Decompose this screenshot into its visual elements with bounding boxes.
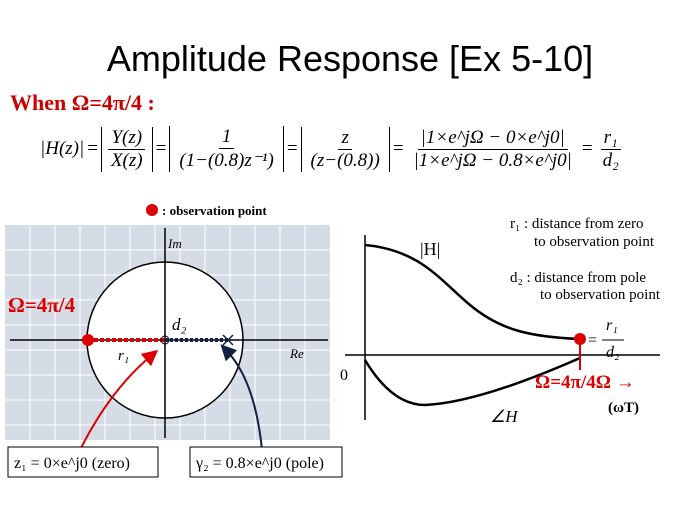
fraction: z (z−(0.8)): [308, 127, 383, 172]
d-note: d₂ : distance from pole: [510, 270, 646, 286]
fraction: 1 (1−(0.8)z⁻¹): [176, 126, 277, 172]
fraction: r₁ d₂: [600, 127, 622, 172]
numerator: z: [338, 127, 352, 150]
equation-lhs: |H(z)|: [40, 138, 85, 159]
numerator: 1: [218, 126, 235, 149]
d-label: d₂: [172, 315, 187, 334]
magnitude-curve: [364, 243, 581, 341]
denominator: (1−(0.8)z⁻¹): [179, 150, 274, 171]
freq-label: Ω=4π/4Ω →: [535, 372, 635, 393]
denominator: |1×e^jΩ − 0.8×e^j0|: [413, 149, 572, 171]
condition: When Ω=4π/4 :: [10, 90, 155, 115]
r-note: to observation point: [534, 234, 655, 250]
fraction: |1×e^jΩ − 0×e^j0| |1×e^jΩ − 0.8×e^j0|: [411, 127, 575, 172]
fraction-wrap: Y(z) X(z): [100, 126, 153, 172]
equals-sign: =: [581, 138, 593, 159]
ratio-num: r₁: [606, 317, 618, 334]
numerator: Y(z): [108, 127, 146, 150]
zero-box-text: z₁ = 0×e^j0 (zero): [14, 455, 130, 472]
denominator: (z−(0.8)): [310, 149, 380, 171]
zero-marker: [160, 335, 170, 345]
zero-arrow: [79, 349, 159, 451]
equals-sign: =: [87, 138, 98, 159]
legend-dot: [146, 204, 158, 216]
title: Amplitude Response [Ex 5-10]: [106, 38, 594, 79]
pole-marker: [222, 334, 234, 346]
equation: |H(z)| = Y(z) X(z) = 1 (1−(0.8)z⁻¹) = z (z−(0.8)…: [40, 126, 626, 172]
zero-box: [7, 446, 159, 478]
unit-label: (ωT): [608, 400, 639, 416]
pole-box: [189, 446, 343, 478]
fraction: Y(z) X(z): [108, 127, 146, 172]
d-note: to observation point: [540, 287, 661, 303]
angle-label: Ω=4π/4: [8, 293, 76, 317]
magnitude-label: |H|: [420, 239, 440, 259]
numerator: |1×e^jΩ − 0×e^j0|: [417, 127, 568, 150]
numerator: r₁: [600, 127, 621, 150]
phase-curve: [363, 356, 581, 407]
phase-label: ∠H: [490, 407, 519, 426]
ratio-den: d₂: [606, 344, 620, 361]
equals-sign: =: [286, 138, 298, 159]
denominator: d₂: [602, 149, 619, 171]
r-note: r₁ : distance from zero: [510, 216, 644, 232]
fraction-wrap: 1 (1−(0.8)z⁻¹): [169, 126, 284, 172]
response-plot: r₁ : distance from zero to observation p…: [340, 216, 661, 426]
fraction-wrap: |1×e^jΩ − 0×e^j0| |1×e^jΩ − 0.8×e^j0|: [407, 127, 579, 172]
r-label: r₁: [118, 348, 129, 364]
fraction-wrap: z (z−(0.8)): [300, 126, 390, 172]
pole-box-text: γ₂ = 0.8×e^j0 (pole): [195, 455, 324, 472]
re-label: Re: [289, 346, 304, 361]
observation-point: [574, 333, 586, 345]
observation-point: [82, 334, 94, 346]
fraction-wrap: r₁ d₂: [596, 127, 626, 172]
equals-sign: =: [155, 138, 167, 159]
pole-arrow: [220, 344, 263, 451]
legend-text: : observation point: [162, 203, 267, 218]
equals-sign: =: [392, 138, 404, 159]
im-label: Im: [167, 236, 182, 251]
denominator: X(z): [110, 149, 143, 171]
ratio-eq: =: [588, 332, 597, 349]
origin-label: 0: [340, 367, 348, 384]
pole-zero-plot: Im Re Ω=4π/4 d₂ r₁ z₁ = 0×e^j0 (zero) γ₂…: [5, 225, 343, 478]
